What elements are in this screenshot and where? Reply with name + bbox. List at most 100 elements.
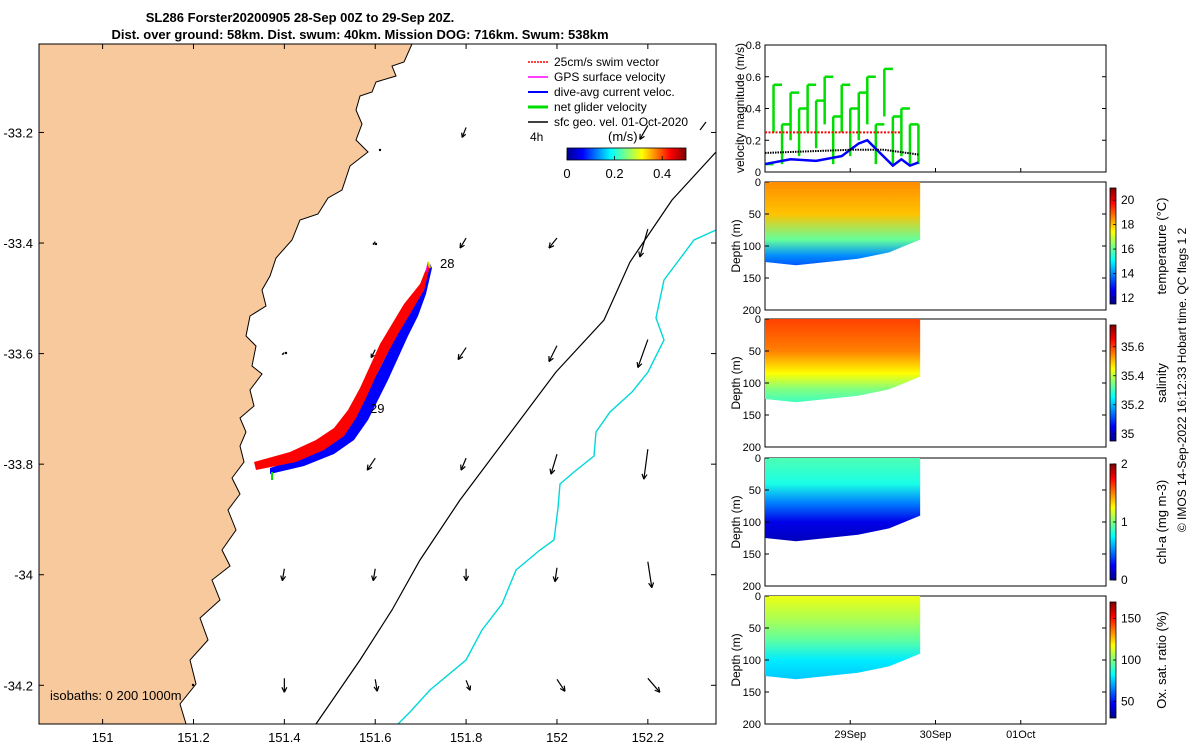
velocity-panel: 0 0.2 0.4 0.6 0.8 velocity magnitude (m/s) — [733, 40, 1107, 179]
figure-title-line1: SL286 Forster20200905 28-Sep 00Z to 29-S… — [146, 10, 455, 25]
scale-label: 4h — [530, 130, 543, 144]
lon-tick-label: 151 — [92, 730, 114, 745]
geo-vel-arrow — [643, 449, 649, 480]
section-colorbar — [1109, 324, 1117, 442]
geo-vel-arrow — [460, 457, 467, 471]
velocity-y-tick-label: 0 — [755, 167, 761, 179]
map-legend: 25cm/s swim vector GPS surface velocity … — [528, 55, 688, 129]
colorbar-label: (m/s) — [608, 129, 638, 144]
section-colorbar — [1109, 187, 1117, 305]
lon-tick-label: 152 — [546, 730, 568, 745]
geo-vel-arrowhead — [370, 353, 375, 359]
geo-vel-arrowhead — [639, 133, 645, 140]
map-colorbar-tick-label: 0 — [563, 166, 570, 181]
lon-tick-label: 151.8 — [450, 730, 483, 745]
geo-vel-arrow — [548, 345, 558, 362]
depth-axis-label: Depth (m) — [729, 356, 743, 409]
velocity-series-dive-avg — [764, 138, 919, 168]
velocity-ylabel: velocity magnitude (m/s) — [733, 43, 747, 173]
depth-tick-label: 150 — [743, 273, 761, 285]
legend-label-swim: 25cm/s swim vector — [554, 55, 659, 69]
colorbar-label: salinity — [1154, 363, 1169, 403]
glider-track — [254, 261, 432, 480]
colorbar-tick-label: 16 — [1121, 242, 1135, 256]
geo-vel-arrowhead — [548, 242, 555, 249]
depth-tick-label: 200 — [743, 719, 761, 731]
lat-tick-label: -33.4 — [3, 236, 33, 251]
map-colorbar: 0 0.2 0.4 — [563, 147, 687, 181]
lon-tick-label: 152.2 — [632, 730, 665, 745]
geo-vel-arrowhead — [280, 575, 287, 582]
colorbar-tick-label: 14 — [1121, 266, 1135, 280]
map-speck — [378, 148, 382, 152]
sfc-geo-velocity-arrows — [280, 125, 661, 693]
velocity-y-tick-label: 0.2 — [746, 135, 761, 147]
colorbar-tick-label: 35.4 — [1121, 369, 1145, 383]
geo-vel-arrowhead — [636, 361, 643, 369]
geo-vel-arrowhead — [461, 132, 467, 138]
lon-tick-label: 151.6 — [359, 730, 392, 745]
section-data-field — [765, 319, 921, 403]
legend-entry-gps: GPS surface velocity — [528, 70, 665, 84]
geo-vel-arrowhead — [459, 242, 465, 249]
geo-vel-arrow — [554, 567, 558, 582]
depth-axis-label: Depth (m) — [729, 495, 743, 548]
legend-entry-dive-avg: dive-avg current veloc. — [528, 85, 675, 99]
lat-tick-label: -33.6 — [3, 347, 33, 362]
map-speck — [374, 242, 378, 246]
depth-tick-label: 100 — [743, 655, 761, 667]
geo-vel-arrowhead — [466, 685, 472, 691]
geo-vel-arrow — [459, 237, 467, 249]
colorbar-tick-label: 50 — [1121, 694, 1135, 708]
figure-title-line2: Dist. over ground: 58km. Dist. swum: 40k… — [111, 27, 608, 42]
swim-vector-swath — [254, 264, 430, 470]
scale-arrow — [699, 121, 707, 131]
lat-tick-label: -34.2 — [3, 678, 33, 693]
colorbar-label: Ox. sat. ratio (%) — [1154, 611, 1169, 709]
depth-tick-label: 50 — [749, 209, 761, 221]
geo-vel-arrow — [281, 568, 285, 581]
geo-vel-arrowhead — [281, 353, 284, 356]
geo-vel-arrowhead — [549, 468, 556, 475]
colorbar-tick-label: 35.2 — [1121, 398, 1145, 412]
geo-vel-arrowhead — [641, 473, 648, 480]
legend-label-geo-vel: sfc geo. vel. 01-Oct-2020 — [554, 115, 688, 129]
depth-tick-label: 150 — [743, 549, 761, 561]
day-label-28: 28 — [440, 256, 454, 271]
geo-vel-arrow — [374, 679, 378, 692]
velocity-axes — [764, 44, 1107, 173]
map-colorbar-ticks: 0 0.2 0.4 — [563, 156, 671, 181]
geo-vel-arrowhead — [638, 251, 645, 258]
legend-label-gps: GPS surface velocity — [554, 70, 665, 84]
colorbar-tick-label: 20 — [1121, 193, 1135, 207]
geo-vel-arrow — [465, 680, 471, 691]
velocity-y-ticks: 0 0.2 0.4 0.6 0.8 — [746, 40, 1106, 179]
geo-vel-arrow — [366, 457, 376, 471]
depth-tick-label: 100 — [743, 517, 761, 529]
geo-vel-arrowhead — [460, 464, 466, 471]
colorbar-tick-label: 18 — [1121, 218, 1135, 232]
time-tick-label: 29Sep — [834, 729, 866, 741]
geo-vel-arrowhead — [463, 575, 470, 582]
legend-label-dive-avg: dive-avg current veloc. — [554, 85, 675, 99]
geo-vel-arrowhead — [366, 464, 373, 471]
depth-axis-label: Depth (m) — [729, 633, 743, 686]
dive-avg-current-swath — [270, 264, 432, 474]
section-data-field — [765, 182, 921, 266]
depth-tick-label: 200 — [743, 581, 761, 593]
map-frame — [38, 43, 717, 725]
time-axis: 29Sep 30Sep 01Oct — [834, 168, 1035, 741]
depth-tick-label: 0 — [755, 314, 761, 326]
day-label-29: 29 — [370, 401, 384, 416]
depth-tick-label: 0 — [755, 453, 761, 465]
geo-vel-arrow — [550, 453, 558, 475]
geo-vel-arrow — [639, 228, 649, 258]
depth-tick-label: 50 — [749, 346, 761, 358]
lat-tick-label: -33.2 — [3, 125, 33, 140]
depth-tick-label: 100 — [743, 378, 761, 390]
velocity-series — [764, 67, 920, 168]
time-tick-label: 01Oct — [1006, 729, 1035, 741]
depth-tick-label: 200 — [743, 305, 761, 317]
